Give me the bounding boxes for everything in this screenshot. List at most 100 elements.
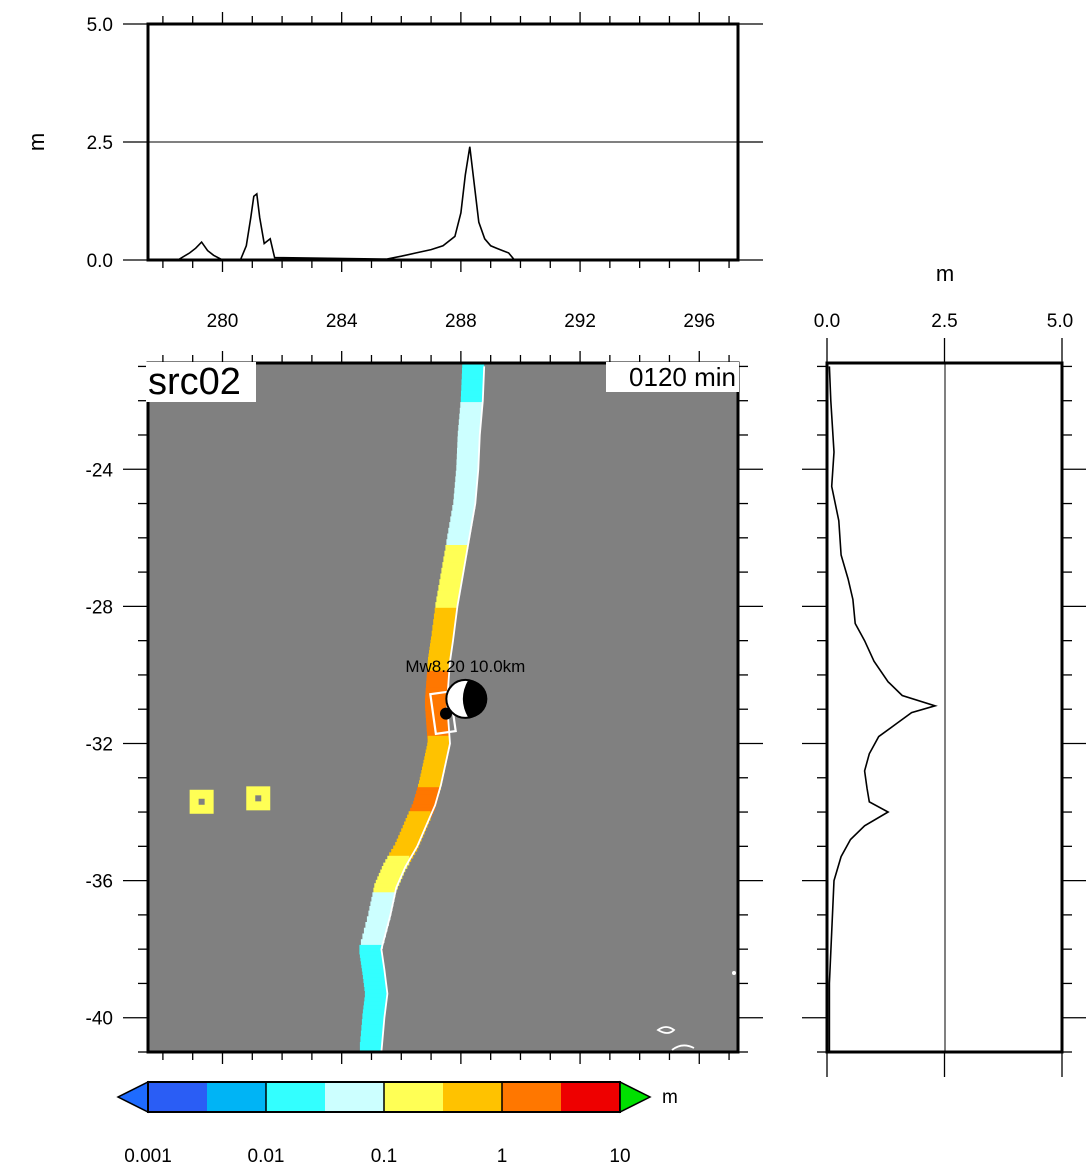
top-y-tick-labels: 0.0 2.5 5.0 xyxy=(87,15,113,272)
wave-height-cell xyxy=(456,459,479,469)
wave-height-cell xyxy=(441,567,464,578)
colorbar-under-triangle xyxy=(116,1080,149,1114)
x-tick-label: 288 xyxy=(445,311,477,332)
wave-height-cell xyxy=(462,367,484,378)
wave-height-cell xyxy=(461,379,484,389)
colorbar-tick-label: 0.1 xyxy=(371,1146,397,1167)
wave-height-cell xyxy=(442,562,465,572)
islet-dot xyxy=(732,971,736,975)
colorbar-segment xyxy=(266,1082,326,1112)
wave-height-cell xyxy=(435,602,458,612)
wave-height-cell xyxy=(362,933,385,944)
wave-height-cell xyxy=(433,619,456,629)
wave-height-cell xyxy=(450,516,473,526)
colorbar-tick-label: 0.001 xyxy=(124,1146,172,1167)
wave-height-cell xyxy=(461,385,484,395)
top-y-tick-label: 2.5 xyxy=(87,133,113,154)
x-tick-label: 280 xyxy=(207,311,239,332)
wave-height-cell xyxy=(431,630,454,641)
wave-height-cell xyxy=(447,533,470,544)
wave-height-cell xyxy=(443,556,466,566)
coast-outline-fragment xyxy=(671,1044,695,1051)
wave-height-cell xyxy=(361,1024,384,1035)
right-x-tick-labels: 0.0 2.5 5.0 xyxy=(814,311,1073,332)
right-x-axis-label: m xyxy=(936,261,954,286)
x-tick-label: 284 xyxy=(326,311,358,332)
top-ticks xyxy=(123,12,763,272)
source-label: src02 xyxy=(148,361,241,403)
wave-height-cell xyxy=(365,922,388,932)
wave-height-cell xyxy=(433,613,456,624)
focal-mechanism: Mw8.20 10.0km xyxy=(405,657,525,736)
wave-height-cell xyxy=(360,939,383,949)
island-outline xyxy=(656,1026,676,1034)
top-profile-line xyxy=(177,146,516,261)
wave-height-cell xyxy=(457,430,480,441)
wave-height-cell xyxy=(363,927,386,938)
wave-height-cell xyxy=(452,505,475,515)
wave-height-cell xyxy=(436,596,459,606)
wave-height-cell xyxy=(456,453,479,464)
wave-height-cell xyxy=(457,442,480,452)
wave-height-cell xyxy=(460,396,483,406)
source-label-box xyxy=(146,362,256,402)
wave-height-cell xyxy=(459,407,482,418)
wave-height-cell xyxy=(457,436,480,446)
wave-height-cell xyxy=(461,390,483,401)
magnitude-depth-label: Mw8.20 10.0km xyxy=(405,657,525,676)
colorbar: m 0.001 0.01 0.1 1 10 xyxy=(116,1080,678,1167)
wave-height-cell xyxy=(366,916,389,926)
map-y-tick-label: -28 xyxy=(86,597,113,618)
wave-height-cell xyxy=(360,1030,383,1041)
wave-height-cell xyxy=(449,522,472,532)
wave-height-cell xyxy=(362,1013,385,1023)
top-y-axis-label: m xyxy=(24,133,49,151)
colorbar-tick-label: 0.01 xyxy=(248,1146,285,1167)
colorbar-ticks: 0.001 0.01 0.1 1 10 xyxy=(124,1082,631,1167)
wave-height-cell xyxy=(451,510,474,521)
wave-height-cell xyxy=(368,910,391,921)
wave-height-cell xyxy=(444,550,467,561)
wave-height-cell xyxy=(459,413,482,424)
top-y-tick-label: 5.0 xyxy=(87,15,113,36)
wave-height-cell xyxy=(461,373,484,384)
map-y-tick-label: -40 xyxy=(86,1009,113,1030)
map-y-tick-label: -36 xyxy=(86,872,113,893)
wave-height-cell xyxy=(462,363,485,372)
wave-height-cell xyxy=(438,585,461,595)
colorbar-segment xyxy=(384,1082,444,1112)
colorbar-segments xyxy=(148,1082,621,1112)
wave-height-cell xyxy=(446,539,469,549)
right-profile-panel: 0.0 2.5 5.0 m xyxy=(802,261,1086,1077)
epicenter-dot xyxy=(440,707,452,720)
right-x-tick-label: 5.0 xyxy=(1047,311,1073,332)
wave-height-cell xyxy=(437,590,460,601)
wave-height-cell xyxy=(457,447,479,458)
wave-height-cell xyxy=(439,579,462,589)
wave-height-cell xyxy=(359,1042,382,1052)
x-tick-label: 292 xyxy=(564,311,596,332)
wave-height-cell xyxy=(455,470,478,481)
wave-height-cell xyxy=(456,465,479,475)
map-panel: 280 284 288 292 296 -24 -28 -32 -36 -40 src02 01… xyxy=(86,311,763,1064)
right-x-tick-label: 0.0 xyxy=(814,311,840,332)
wave-height-cell xyxy=(458,425,481,435)
colorbar-tick-label: 1 xyxy=(497,1146,508,1167)
map-y-tick-label: -32 xyxy=(86,734,113,755)
colorbar-segment xyxy=(443,1082,503,1112)
wave-height-cell xyxy=(453,499,476,509)
island-marker xyxy=(255,795,262,802)
wave-height-cell xyxy=(455,476,478,486)
right-profile-line xyxy=(828,366,938,1052)
x-tick-label: 296 xyxy=(683,311,715,332)
map-ticks xyxy=(123,351,763,1064)
coastline xyxy=(380,366,486,1052)
map-frame xyxy=(146,361,740,1054)
colorbar-over-triangle xyxy=(619,1080,652,1114)
colorbar-segment xyxy=(148,1082,208,1112)
wave-height-cell xyxy=(360,1036,383,1046)
beachball-compression-quadrant xyxy=(462,679,488,718)
colorbar-segment xyxy=(502,1082,562,1112)
time-label: 0120 min xyxy=(629,362,736,392)
